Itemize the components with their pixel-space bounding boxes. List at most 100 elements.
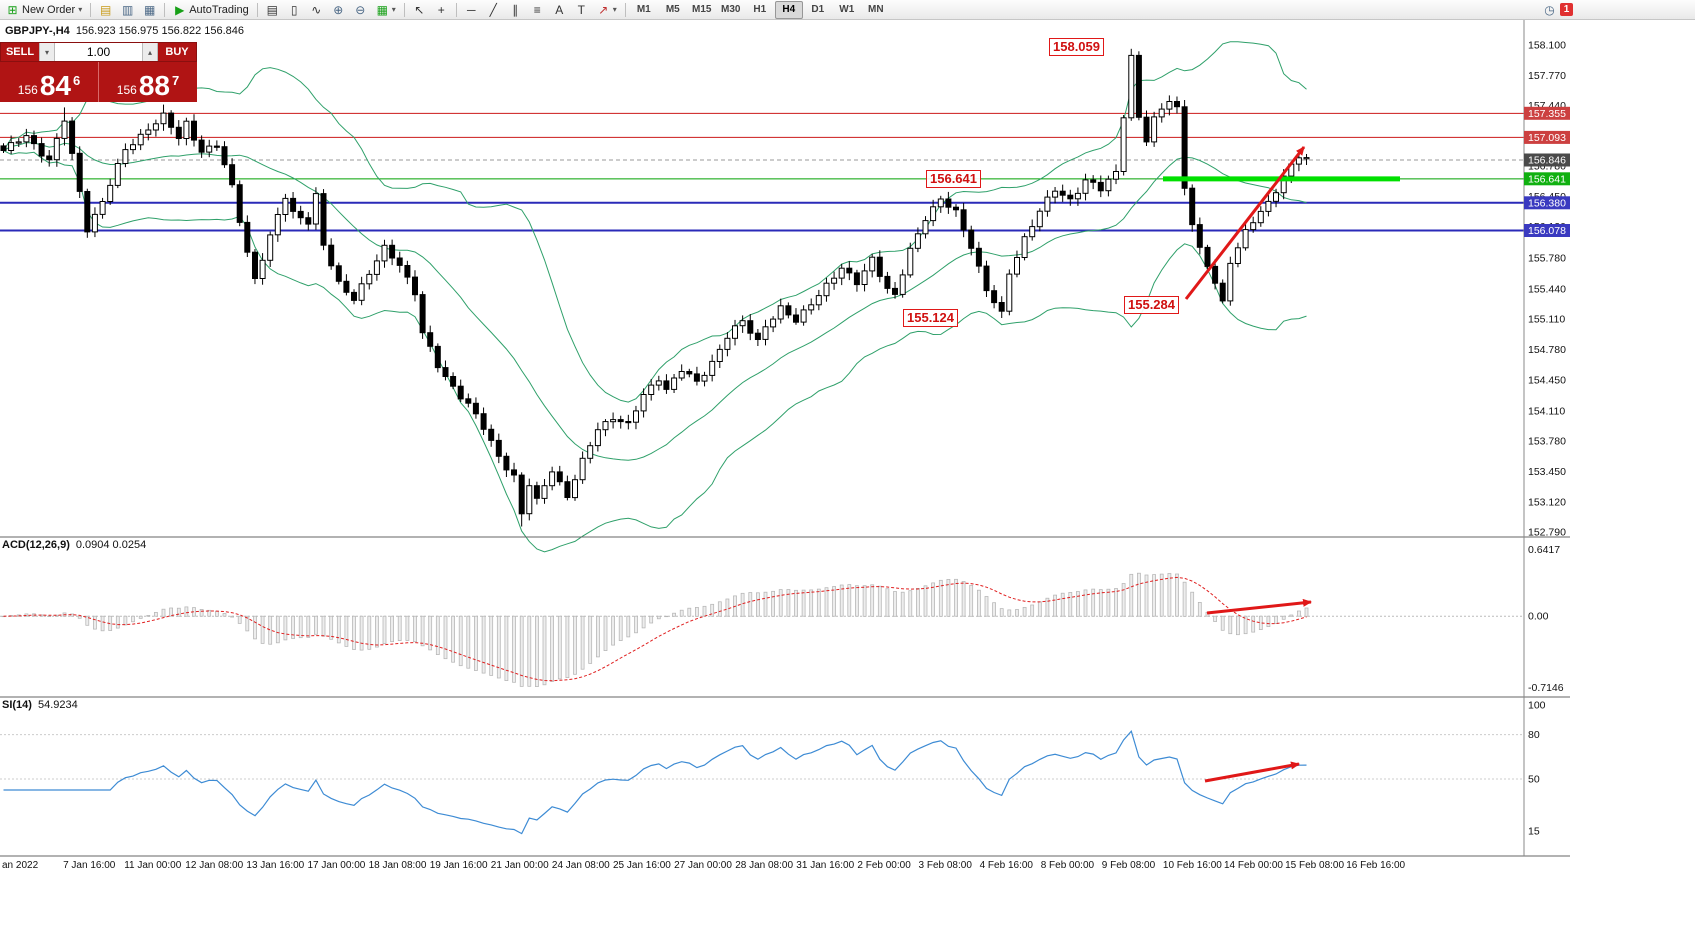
channel-button[interactable]: ∥ xyxy=(505,1,526,18)
chevron-down-icon[interactable]: ▾ xyxy=(391,5,396,14)
separator xyxy=(256,2,258,17)
zoom-in-icon: ⊕ xyxy=(333,2,344,17)
price-annotation[interactable]: 158.059 xyxy=(1049,38,1104,56)
time-axis-label: 4 Feb 16:00 xyxy=(980,860,1034,871)
time-axis-label: 8 Feb 00:00 xyxy=(1041,860,1095,871)
sell-label[interactable]: SELL xyxy=(1,43,39,61)
rsi-value: 54.9234 xyxy=(37,699,78,711)
time-axis-label: 31 Jan 16:00 xyxy=(796,860,854,871)
horizontal-line-button[interactable]: ─ xyxy=(461,1,482,18)
time-axis-label: 24 Jan 08:00 xyxy=(552,860,610,871)
profiles-button[interactable]: ▥ xyxy=(117,1,138,18)
buy-label[interactable]: BUY xyxy=(158,43,196,61)
sell-button[interactable]: 156 84 6 xyxy=(0,62,99,102)
time-axis-label: 2 Feb 00:00 xyxy=(857,860,911,871)
sell-price-prefix: 156 xyxy=(17,83,38,97)
timeframe-M1[interactable]: M1 xyxy=(636,3,651,15)
arrows-button[interactable]: ↗ ▾ xyxy=(593,1,621,18)
trend-arrow[interactable] xyxy=(1184,146,1306,300)
timeframe-H1[interactable]: H1 xyxy=(753,3,767,15)
clock-icon[interactable]: ◷ xyxy=(1544,2,1555,17)
line-chart-button[interactable]: ∿ xyxy=(306,1,327,18)
horizontal-line-icon: ─ xyxy=(466,2,476,17)
volume-increase-button[interactable]: ▴ xyxy=(142,43,158,61)
rsi-axis-label: 100 xyxy=(1528,700,1546,712)
price-tag-label: 156.641 xyxy=(1528,173,1566,185)
time-axis-label: 27 Jan 00:00 xyxy=(674,860,732,871)
price-tag xyxy=(1524,130,1570,144)
zoom-out-icon: ⊖ xyxy=(355,2,366,17)
separator xyxy=(403,2,405,17)
price-axis-label: 157.770 xyxy=(1528,70,1566,82)
fibonacci-button[interactable]: ≡ xyxy=(527,1,548,18)
timeframe-M30[interactable]: M30 xyxy=(721,3,741,15)
alert-badge[interactable]: 1 xyxy=(1560,3,1573,16)
price-axis-label: 153.120 xyxy=(1528,496,1566,508)
bar-chart-icon: ▤ xyxy=(266,2,278,17)
new-order-label: New Order xyxy=(22,3,76,16)
timeframe-MN[interactable]: MN xyxy=(867,3,884,15)
candlestick-button[interactable]: ▯ xyxy=(284,1,305,18)
trend-arrow[interactable] xyxy=(1204,761,1300,783)
bollinger-band xyxy=(3,41,1307,403)
macd-histogram xyxy=(1,572,1309,687)
line-chart-icon: ∿ xyxy=(311,2,322,17)
timeframe-H4[interactable]: H4 xyxy=(774,0,803,19)
trend-arrow[interactable] xyxy=(1206,598,1312,615)
bollinger-band xyxy=(3,142,1307,461)
toolbar: ⊞ New Order ▾ ▤ ▥ ▦ ▶ AutoTrading ▤ ▯ ∿ … xyxy=(0,0,1695,20)
volume-input[interactable] xyxy=(55,43,142,61)
fibonacci-icon: ≡ xyxy=(533,2,541,17)
timeframe-M15[interactable]: M15 xyxy=(692,3,712,15)
new-chart-button[interactable]: ▤ xyxy=(95,1,116,18)
new-order-button[interactable]: ⊞ New Order ▾ xyxy=(2,1,86,18)
zoom-in-button[interactable]: ⊕ xyxy=(328,1,349,18)
trendline-button[interactable]: ╱ xyxy=(483,1,504,18)
macd-values: 0.0904 0.0254 xyxy=(75,539,147,551)
price-axis-label: 154.780 xyxy=(1528,344,1566,356)
price-tag-label: 157.355 xyxy=(1528,108,1566,120)
rsi-axis-label: 15 xyxy=(1528,825,1540,837)
play-icon: ▶ xyxy=(175,2,185,17)
macd-axis-label: 0.00 xyxy=(1528,611,1549,623)
price-annotation[interactable]: 155.284 xyxy=(1124,296,1179,314)
crosshair-button[interactable]: + xyxy=(431,1,452,18)
time-axis-label: an 2022 xyxy=(2,860,39,871)
tile-windows-button[interactable]: ▦ ▾ xyxy=(372,1,400,18)
zoom-out-button[interactable]: ⊖ xyxy=(350,1,371,18)
time-axis-label: 11 Jan 00:00 xyxy=(124,860,182,871)
candlestick-icon: ▯ xyxy=(290,2,298,17)
buy-button[interactable]: 156 88 7 xyxy=(99,62,197,102)
price-annotation[interactable]: 155.124 xyxy=(903,309,958,327)
price-axis-label: 154.450 xyxy=(1528,374,1566,386)
time-axis-label: 3 Feb 08:00 xyxy=(919,860,973,871)
text-label-icon: T xyxy=(577,2,585,17)
macd-signal-line xyxy=(3,576,1307,682)
separator xyxy=(90,2,92,17)
terminal-button[interactable]: ▦ xyxy=(139,1,160,18)
volume-decrease-button[interactable]: ▾ xyxy=(39,43,55,61)
timeframe-W1[interactable]: W1 xyxy=(839,3,855,15)
terminal-icon: ▦ xyxy=(144,2,156,17)
time-axis-label: 10 Feb 16:00 xyxy=(1163,860,1222,871)
price-tag-label: 156.846 xyxy=(1528,155,1566,167)
time-axis-label: 13 Jan 16:00 xyxy=(246,860,304,871)
rsi-header: SI(14) 54.9234 xyxy=(2,699,78,711)
macd-label: ACD(12,26,9) xyxy=(2,539,70,551)
chevron-down-icon[interactable]: ▾ xyxy=(612,5,617,14)
bar-chart-button[interactable]: ▤ xyxy=(262,1,283,18)
price-annotation[interactable]: 156.641 xyxy=(926,170,981,188)
cursor-button[interactable]: ↖ xyxy=(409,1,430,18)
price-tag-label: 156.078 xyxy=(1528,225,1566,237)
macd-axis-label: 0.6417 xyxy=(1528,544,1560,556)
timeframe-M5[interactable]: M5 xyxy=(665,3,680,15)
text-label-button[interactable]: T xyxy=(571,1,592,18)
autotrading-button[interactable]: ▶ AutoTrading xyxy=(169,1,253,18)
sell-price-pip: 6 xyxy=(72,73,81,88)
new-order-icon: ⊞ xyxy=(7,2,18,17)
text-button[interactable]: A xyxy=(549,1,570,18)
chart-symbol: GBPJPY-,H4 xyxy=(5,25,70,37)
timeframe-D1[interactable]: D1 xyxy=(811,3,825,15)
chevron-down-icon[interactable]: ▾ xyxy=(78,5,83,14)
